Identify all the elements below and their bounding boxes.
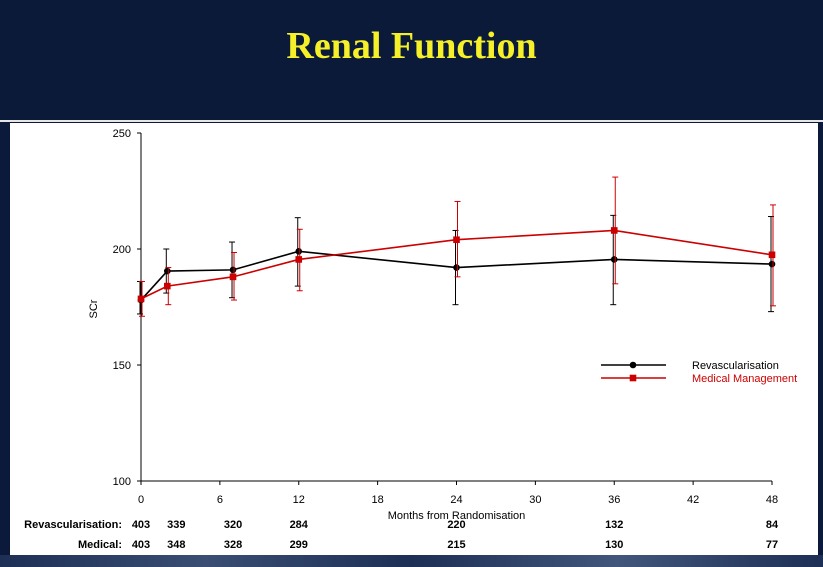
risk-count: 403 — [132, 539, 150, 551]
background-strip — [0, 555, 823, 567]
series-medical-management — [137, 176, 776, 317]
x-tick-label: 30 — [529, 494, 541, 506]
risk-count: 215 — [447, 539, 465, 551]
risk-count: 320 — [224, 519, 242, 531]
legend-label: Revascularisation — [692, 360, 779, 372]
y-axis-title: SCr — [88, 299, 100, 318]
y-tick-label: 100 — [113, 476, 131, 488]
series-revascularisation — [137, 214, 776, 315]
y-tick-label: 250 — [113, 128, 131, 140]
chart-axes: 100 150 200 250 0 6 12 18 24 30 36 42 48 Months from … — [88, 128, 778, 522]
data-point — [295, 248, 303, 255]
data-point — [610, 256, 618, 263]
header-divider — [0, 120, 823, 122]
data-point — [163, 267, 171, 275]
slide-title: Renal Function — [286, 25, 537, 67]
legend-marker — [629, 374, 637, 382]
risk-count: 132 — [605, 519, 623, 531]
data-point — [610, 227, 618, 234]
risk-count: 403 — [132, 519, 150, 531]
x-tick-label: 18 — [372, 494, 384, 506]
data-point — [453, 236, 460, 244]
legend-marker — [629, 361, 637, 369]
x-tick-label: 12 — [293, 494, 305, 506]
x-tick-label: 42 — [687, 494, 699, 506]
x-axis-title: Months from Randomisation — [388, 510, 526, 522]
x-tick-label: 24 — [450, 494, 462, 506]
data-point — [229, 266, 237, 274]
legend-label: Medical Management — [692, 373, 797, 385]
data-point — [163, 282, 171, 290]
risk-count: 299 — [290, 539, 308, 551]
data-point — [229, 273, 237, 281]
data-point — [768, 260, 776, 268]
x-tick-label: 6 — [217, 494, 223, 506]
y-tick-label: 150 — [113, 360, 131, 372]
risk-count: 130 — [605, 539, 623, 551]
risk-count: 84 — [766, 519, 779, 531]
data-point — [453, 264, 460, 271]
risk-count: 220 — [447, 519, 465, 531]
risk-table: Revascularisation: 403 339 320 284 220 132 84 Me… — [24, 519, 779, 551]
data-point — [295, 256, 303, 263]
risk-count: 77 — [766, 539, 778, 551]
risk-row-label: Medical: — [78, 539, 122, 551]
risk-count: 328 — [224, 539, 242, 551]
x-tick-label: 0 — [138, 494, 144, 506]
chart-panel — [10, 123, 818, 560]
x-tick-label: 36 — [608, 494, 620, 506]
risk-count: 284 — [290, 519, 309, 531]
risk-count: 348 — [167, 539, 185, 551]
x-tick-label: 48 — [766, 494, 778, 506]
risk-count: 339 — [167, 519, 185, 531]
data-point — [768, 251, 776, 259]
chart-series — [137, 176, 776, 317]
slide-header: Renal Function — [0, 0, 823, 120]
data-point — [137, 295, 145, 303]
y-tick-label: 200 — [113, 244, 131, 256]
risk-row-label: Revascularisation: — [24, 519, 122, 531]
